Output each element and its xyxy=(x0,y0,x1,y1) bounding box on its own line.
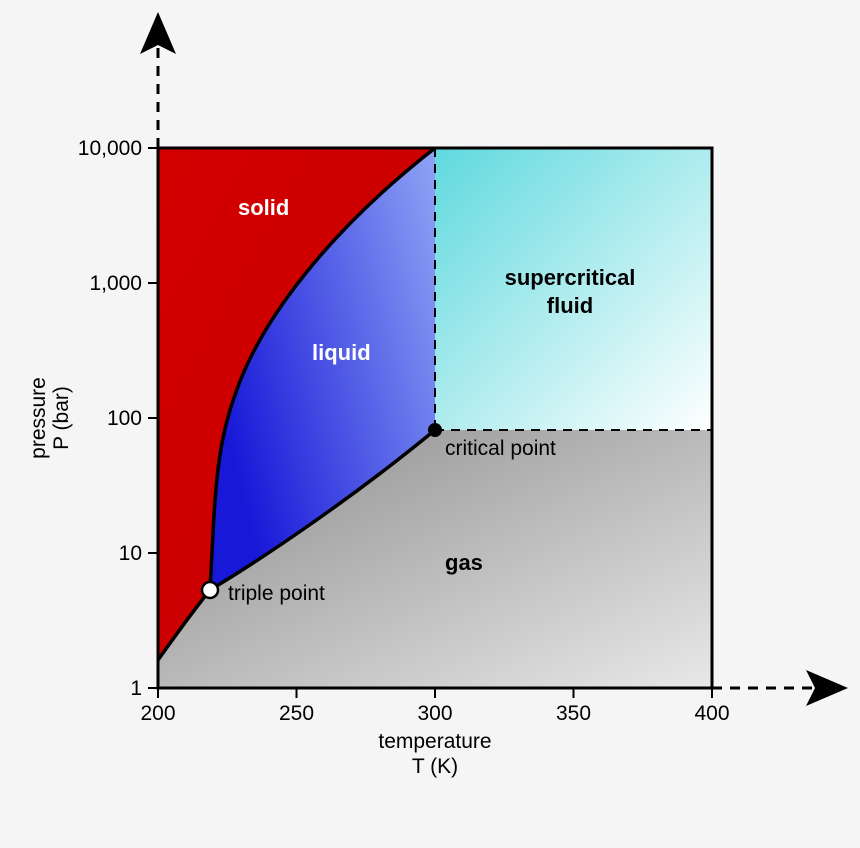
critical-point-label: critical point xyxy=(445,437,556,460)
gas-label: gas xyxy=(445,550,483,575)
supercritical-label-line1: supercritical xyxy=(505,265,636,290)
svg-text:10: 10 xyxy=(119,542,142,565)
phase-diagram-svg: 200 250 300 350 400 1 10 100 1,000 10,000 temper… xyxy=(0,0,860,848)
solid-label: solid xyxy=(238,195,289,220)
x-axis-label-line2: T (K) xyxy=(412,755,458,778)
svg-text:1: 1 xyxy=(130,677,142,700)
svg-text:200: 200 xyxy=(140,702,175,725)
y-axis-label-line1: pressure xyxy=(27,377,50,459)
y-axis-tick-labels: 1 10 100 1,000 10,000 xyxy=(78,137,142,700)
triple-point-label: triple point xyxy=(228,582,325,605)
svg-text:350: 350 xyxy=(556,702,591,725)
svg-text:250: 250 xyxy=(279,702,314,725)
triple-point xyxy=(202,582,218,598)
liquid-label: liquid xyxy=(312,340,371,365)
svg-text:400: 400 xyxy=(694,702,729,725)
svg-text:10,000: 10,000 xyxy=(78,137,142,160)
svg-text:1,000: 1,000 xyxy=(89,272,142,295)
svg-text:100: 100 xyxy=(107,407,142,430)
critical-point xyxy=(428,423,442,437)
supercritical-label-line2: fluid xyxy=(547,293,593,318)
phase-diagram-container: 200 250 300 350 400 1 10 100 1,000 10,000 temper… xyxy=(0,0,860,848)
x-axis-label-line1: temperature xyxy=(378,730,491,753)
y-axis-label-line2: P (bar) xyxy=(50,386,73,450)
x-axis-tick-labels: 200 250 300 350 400 xyxy=(140,702,729,725)
svg-text:300: 300 xyxy=(417,702,452,725)
